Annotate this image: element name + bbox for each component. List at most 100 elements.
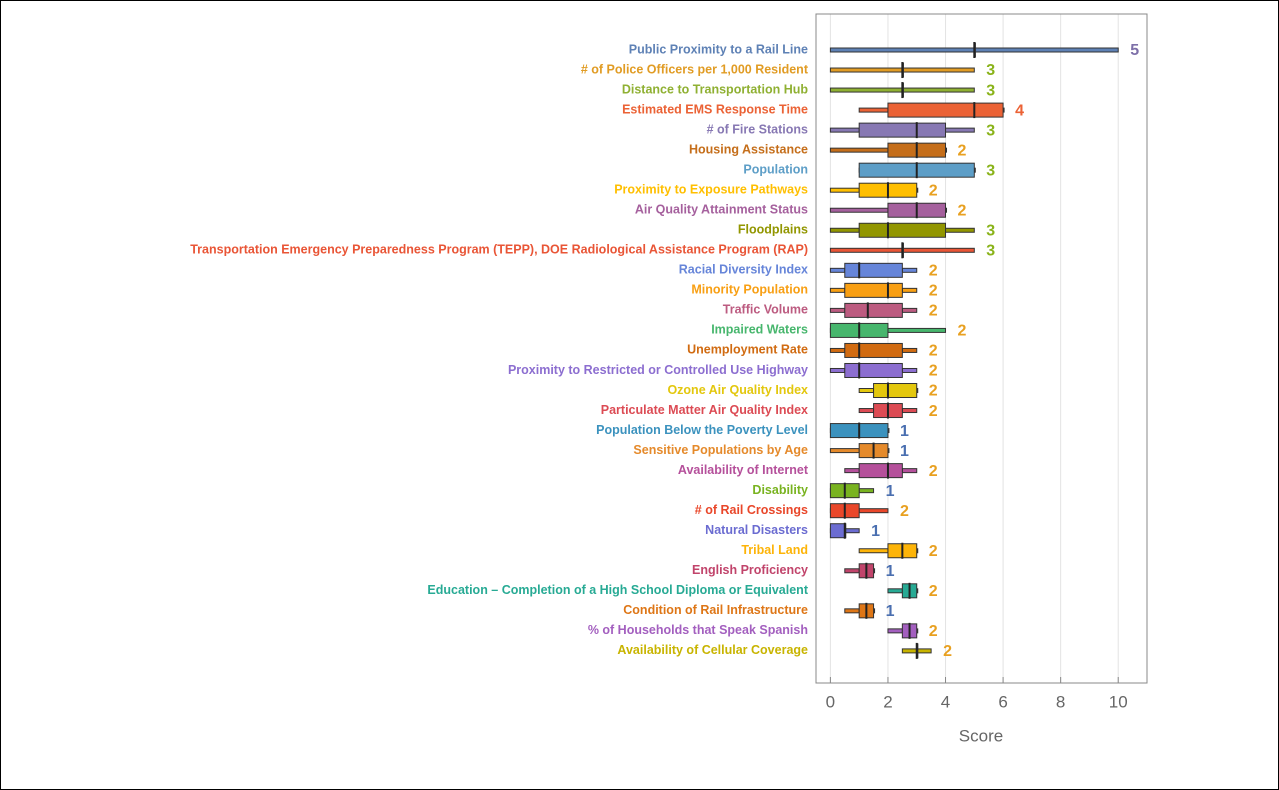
annotation: 1 [886, 603, 895, 620]
category-label: Racial Diversity Index [679, 263, 808, 277]
whisker [844, 568, 860, 574]
category-label: Sensitive Populations by Age [633, 443, 808, 457]
box [858, 342, 903, 358]
whisker [829, 448, 860, 454]
category-label: Condition of Rail Infrastructure [623, 603, 808, 617]
annotation: 2 [929, 463, 938, 480]
category-label: Disability [752, 483, 808, 497]
whisker [887, 628, 903, 634]
category-label: Tribal Land [741, 543, 808, 557]
box [858, 182, 889, 198]
box [887, 403, 903, 419]
whisker [829, 287, 846, 293]
category-label: Particulate Matter Air Quality Index [601, 403, 808, 417]
annotation: 3 [986, 222, 995, 239]
annotation: 2 [929, 182, 938, 199]
box [844, 483, 860, 499]
annotation: 3 [986, 162, 995, 179]
x-axis-label: Score [959, 726, 1003, 745]
whisker [901, 307, 918, 313]
category-label: Housing Assistance [689, 142, 808, 156]
whisker [887, 327, 947, 333]
box [858, 162, 918, 178]
annotation: 1 [886, 563, 895, 580]
box [858, 262, 903, 278]
box [867, 302, 903, 318]
whisker [829, 367, 846, 373]
x-tick-label: 0 [826, 692, 835, 711]
box [916, 122, 947, 138]
annotation: 2 [929, 543, 938, 560]
annotation: 3 [986, 122, 995, 139]
box [858, 222, 889, 238]
box [844, 503, 860, 519]
annotation: 3 [986, 243, 995, 260]
x-tick-label: 10 [1109, 692, 1128, 711]
whisker [858, 107, 889, 113]
category-label: Availability of Internet [678, 463, 809, 477]
whisker [901, 247, 975, 253]
box [916, 202, 947, 218]
whisker [858, 388, 875, 394]
box [829, 523, 846, 539]
box [844, 362, 860, 378]
category-label: Floodplains [738, 223, 808, 237]
box [973, 102, 1004, 118]
annotation: 5 [1130, 42, 1139, 59]
annotation: 2 [929, 343, 938, 360]
whisker [829, 67, 903, 73]
category-label: % of Households that Speak Spanish [588, 623, 808, 637]
annotation: 1 [900, 443, 909, 460]
box [909, 583, 918, 599]
whisker [901, 468, 918, 474]
whisker [901, 648, 918, 654]
box [829, 503, 846, 519]
whisker [901, 408, 918, 414]
category-label: Unemployment Rate [687, 343, 808, 357]
category-label: Public Proximity to a Rail Line [629, 42, 808, 56]
category-label: # of Fire Stations [707, 122, 808, 136]
category-label: Minority Population [691, 283, 808, 297]
box [858, 563, 867, 579]
x-tick-label: 4 [941, 692, 950, 711]
x-tick-label: 8 [1056, 692, 1065, 711]
whisker [829, 127, 860, 133]
category-label: Natural Disasters [705, 523, 808, 537]
annotation: 4 [1015, 102, 1024, 119]
box [844, 302, 869, 318]
annotation: 2 [929, 403, 938, 420]
box [858, 423, 889, 439]
category-label: Traffic Volume [723, 303, 808, 317]
box [844, 342, 860, 358]
box [873, 383, 889, 399]
box [916, 162, 975, 178]
box [865, 563, 875, 579]
annotation: 1 [886, 483, 895, 500]
box [887, 102, 975, 118]
annotation: 1 [871, 523, 880, 540]
category-label: Distance to Transportation Hub [622, 82, 808, 96]
category-label: Availability of Cellular Coverage [617, 643, 808, 657]
category-label: Proximity to Restricted or Controlled Us… [508, 363, 808, 377]
whisker [901, 287, 918, 293]
whisker [858, 508, 889, 514]
whisker [844, 468, 860, 474]
box [887, 182, 918, 198]
annotation: 2 [929, 363, 938, 380]
annotation: 2 [929, 303, 938, 320]
whisker [829, 147, 889, 153]
whisker [858, 548, 889, 554]
box [858, 443, 875, 459]
annotation: 2 [958, 142, 967, 159]
box [829, 423, 860, 439]
whisker [858, 488, 875, 494]
annotation: 2 [929, 263, 938, 280]
box [901, 543, 918, 559]
box [901, 583, 911, 599]
box [873, 443, 889, 459]
box [887, 202, 918, 218]
whisker [829, 227, 860, 233]
box [887, 282, 903, 298]
category-label: Education – Completion of a High School … [427, 583, 808, 597]
